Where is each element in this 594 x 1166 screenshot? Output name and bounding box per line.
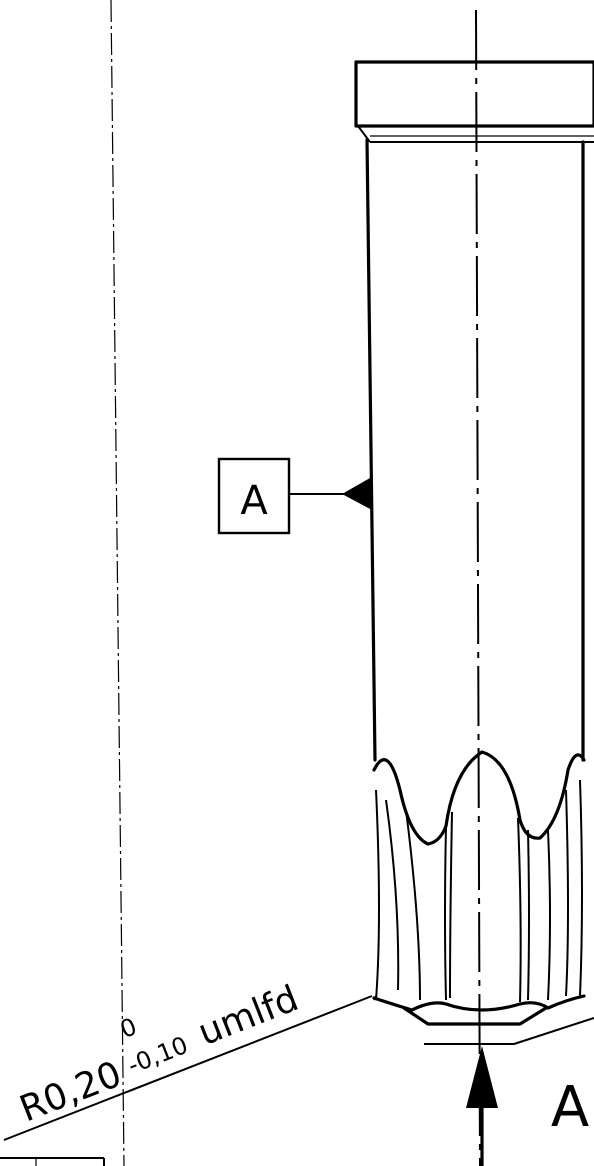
radius-nominal: R0,20 (14, 1054, 127, 1131)
center-line (475, 9, 481, 1166)
fluted-end (372, 750, 586, 1026)
construction-line (110, 0, 125, 1166)
datum-triangle (342, 478, 372, 510)
radius-upper-tolerance: 0 (116, 1012, 140, 1044)
radius-leader (3, 995, 377, 1141)
radius-note: umlfd (193, 978, 304, 1054)
section-label: A (551, 1075, 589, 1140)
section-marker: A (424, 1017, 594, 1166)
shank (365, 138, 585, 762)
datum-label-box (217, 457, 291, 535)
datum-label: A (240, 478, 268, 524)
section-arrow (466, 1046, 498, 1108)
datum-feature-symbol: A (217, 457, 372, 535)
top-collar (354, 60, 594, 143)
title-block-fragment (0, 1157, 105, 1166)
radius-callout: R0,20 0 -0,10 umlfd (14, 978, 304, 1131)
